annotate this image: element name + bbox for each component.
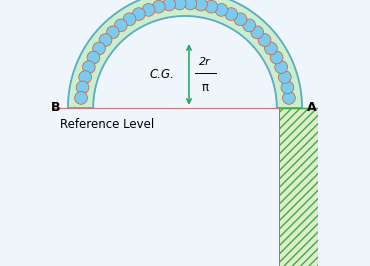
Circle shape [123, 13, 136, 26]
Text: A: A [307, 101, 317, 114]
Circle shape [114, 19, 127, 32]
Circle shape [163, 0, 175, 11]
Circle shape [251, 26, 263, 39]
Text: 2r: 2r [199, 57, 211, 67]
Circle shape [275, 61, 287, 73]
Circle shape [132, 8, 145, 20]
Circle shape [258, 34, 271, 47]
Text: B: B [50, 101, 60, 114]
Circle shape [142, 3, 155, 16]
Polygon shape [68, 0, 302, 108]
Circle shape [152, 0, 165, 13]
Circle shape [270, 51, 283, 64]
Circle shape [265, 42, 278, 55]
Text: π: π [201, 81, 208, 94]
Circle shape [75, 92, 87, 104]
Circle shape [278, 71, 291, 84]
Circle shape [281, 81, 294, 94]
Circle shape [184, 0, 197, 10]
Circle shape [83, 61, 95, 73]
Circle shape [234, 13, 247, 26]
Circle shape [205, 0, 218, 13]
Text: Reference Level: Reference Level [60, 118, 154, 131]
Circle shape [76, 81, 89, 94]
Circle shape [215, 3, 228, 16]
Circle shape [195, 0, 207, 11]
Circle shape [107, 26, 119, 39]
Circle shape [173, 0, 186, 10]
Text: C.G.: C.G. [149, 68, 174, 81]
Bar [279, 108, 318, 266]
Circle shape [92, 42, 105, 55]
Circle shape [79, 71, 92, 84]
Circle shape [225, 8, 238, 20]
Circle shape [243, 19, 256, 32]
Circle shape [283, 92, 295, 104]
Circle shape [99, 34, 112, 47]
Circle shape [87, 51, 100, 64]
